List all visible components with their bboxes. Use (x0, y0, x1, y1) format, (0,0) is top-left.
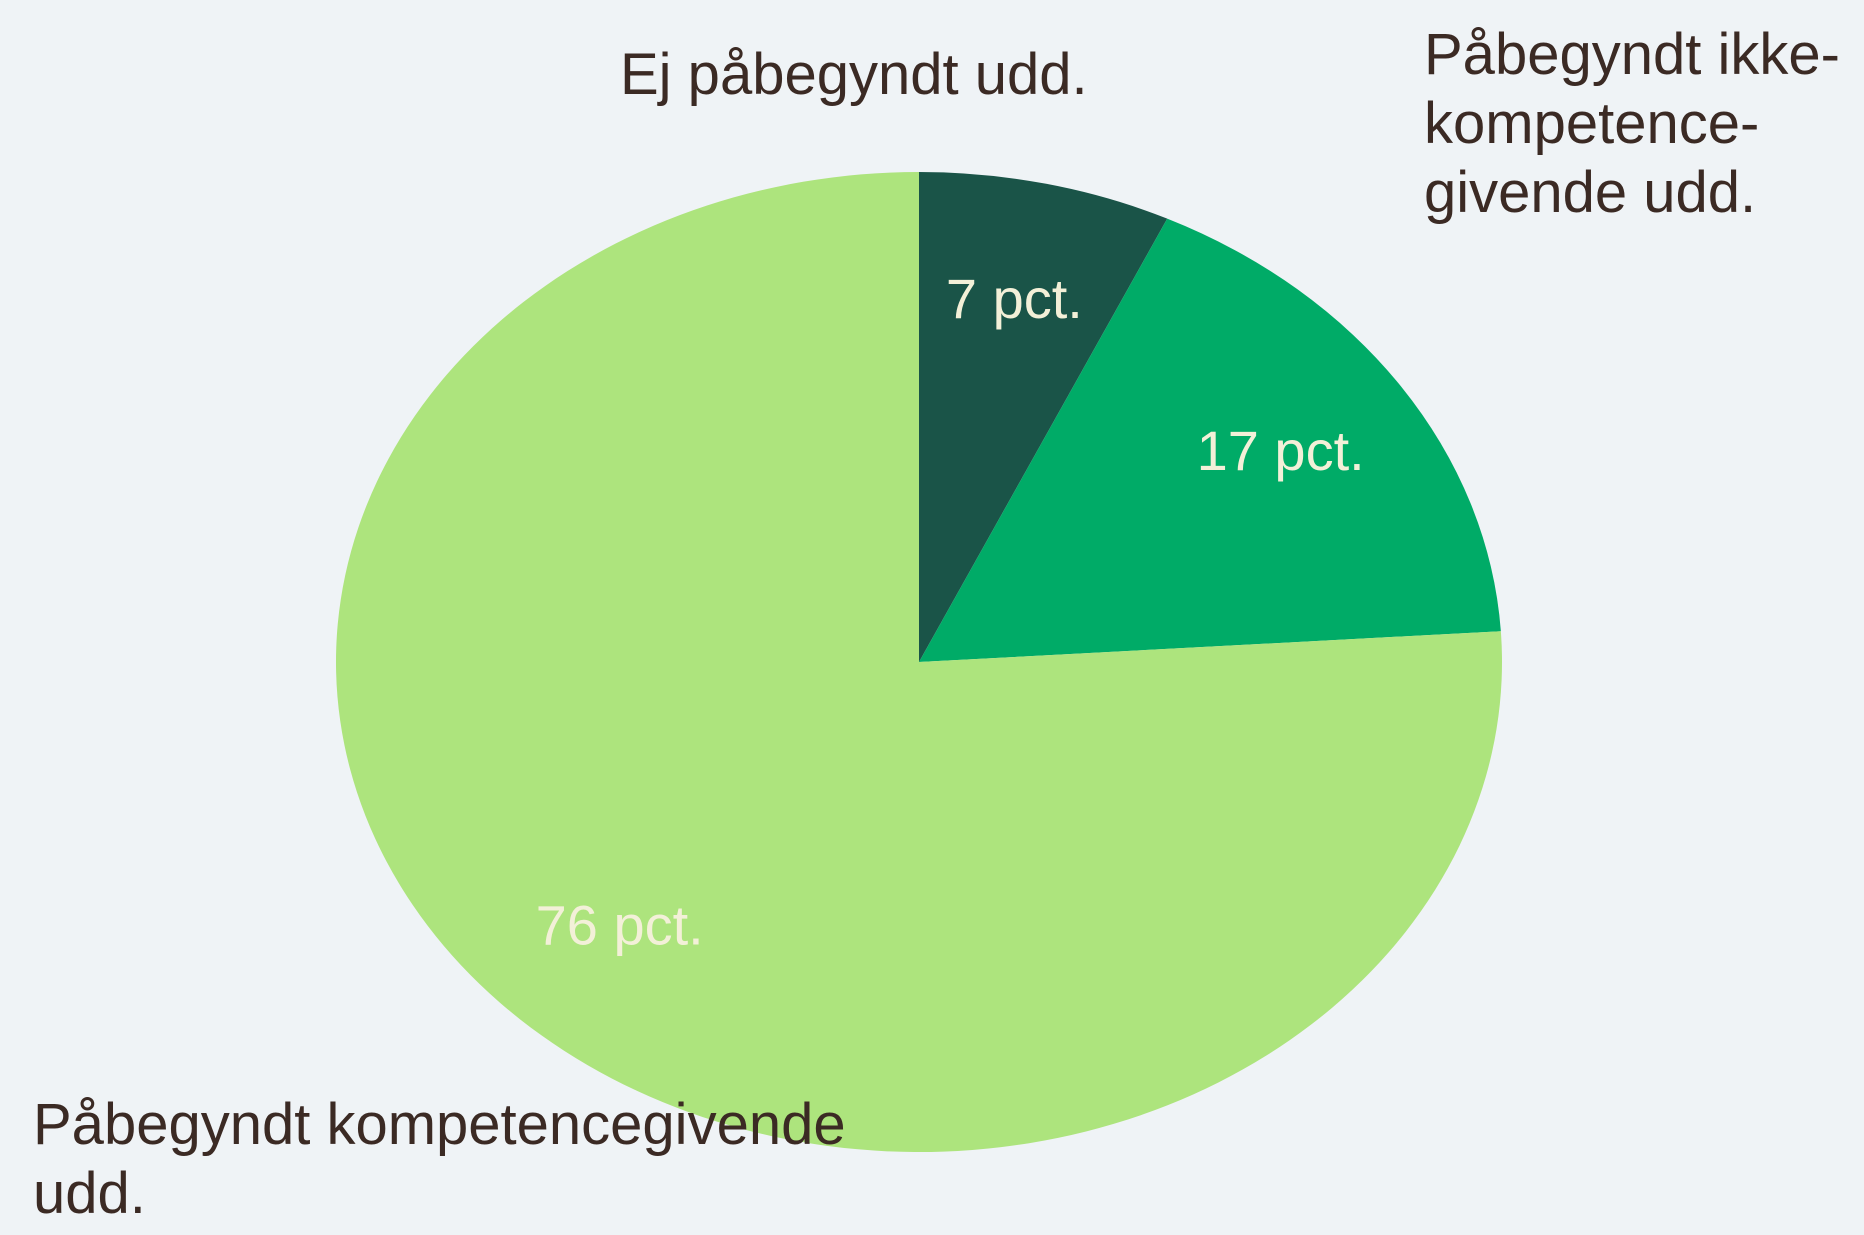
data-label: 17 pct. (1197, 419, 1365, 482)
category-label: Påbegyndt kompetencegivende udd. (33, 1092, 846, 1226)
pie-slice (335, 172, 1503, 1153)
category-label: Ej påbegyndt udd. (620, 42, 1088, 107)
pie-slice (919, 172, 1168, 662)
data-label: 76 pct. (536, 894, 704, 957)
category-label: Påbegyndt ikke-kompetence­givende udd. (1424, 22, 1840, 225)
data-label: 7 pct. (946, 267, 1083, 330)
pie-slice (919, 218, 1501, 662)
